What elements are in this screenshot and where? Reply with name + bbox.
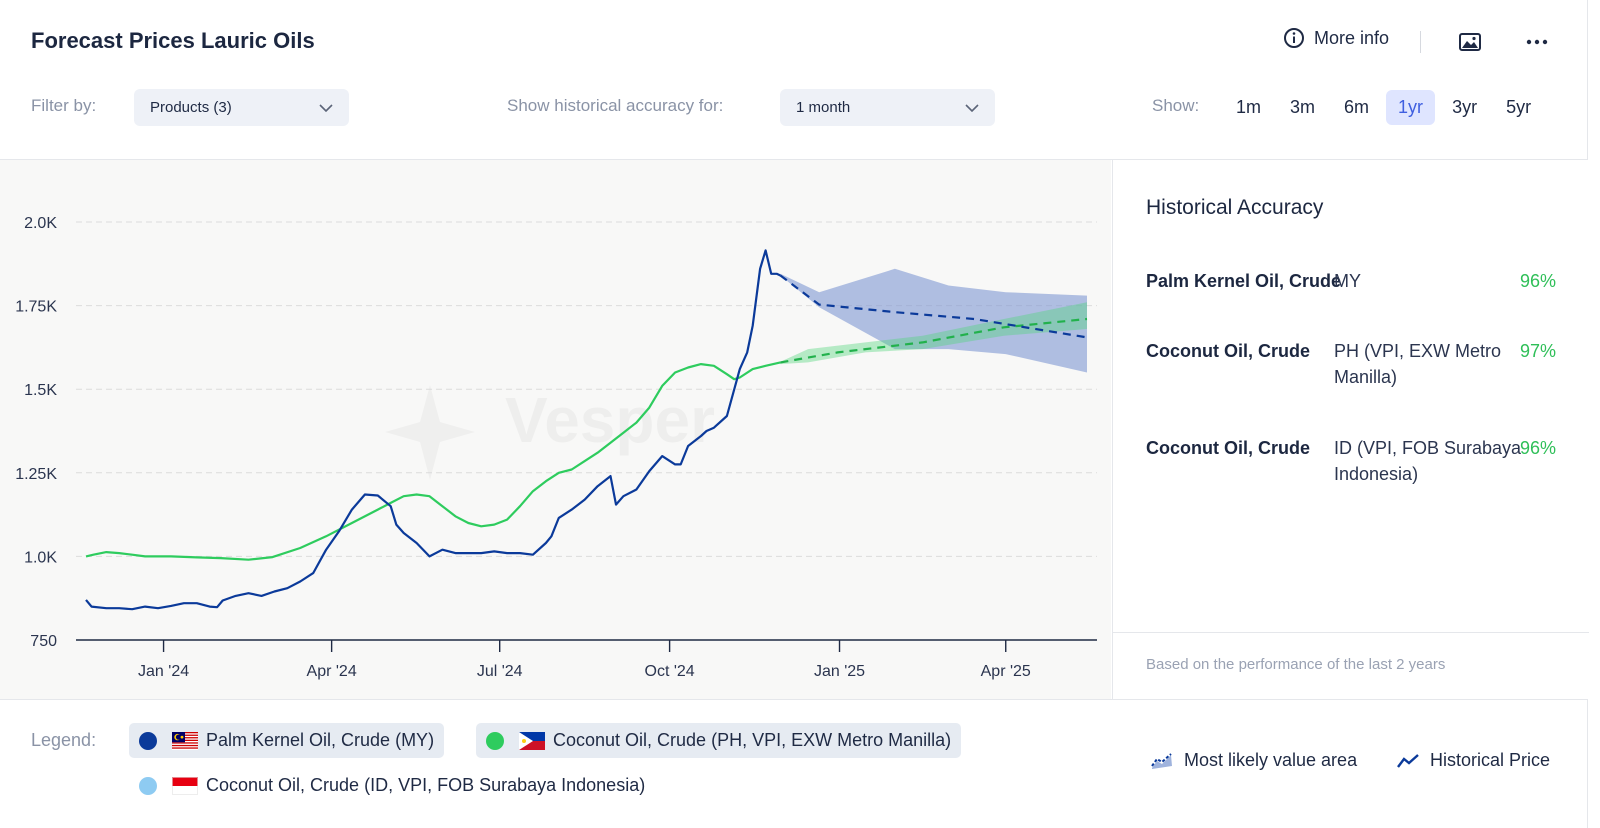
price-chart: Vesper 750 1.0K 1.25K 1.5K 1.75K 2.0K Jan '24 Ap… (15, 215, 1097, 680)
accuracy-label: Show historical accuracy for: (507, 96, 724, 115)
accuracy-region: PH (VPI, EXW Metro Manilla) (1334, 341, 1502, 387)
chevron-down-icon (965, 103, 979, 112)
series-color-dot (139, 776, 157, 795)
coconut-forecast-band (780, 302, 1087, 365)
y-tick-label: 2.0K (24, 215, 57, 232)
area-chart-icon (1151, 752, 1172, 769)
legend-item-palm-kernel-my[interactable]: Palm Kernel Oil, Crude (MY) (129, 723, 445, 758)
series-color-dot (139, 731, 157, 750)
coconut-historical-line (85, 361, 781, 561)
info-icon (1284, 28, 1304, 48)
y-tick-label: 1.5K (24, 382, 57, 399)
header-actions: More info (1187, 27, 1587, 57)
accuracy-product: Coconut Oil, Crude (1146, 438, 1310, 458)
header-divider (1420, 31, 1421, 53)
accuracy-value: 97% (1519, 341, 1556, 361)
legend-item-coconut-id[interactable]: Coconut Oil, Crude (ID, VPI, FOB Surabay… (129, 768, 655, 803)
x-tick-label: Jan '25 (814, 663, 865, 680)
more-options-button[interactable] (1522, 27, 1552, 57)
chevron-down-icon (319, 103, 333, 112)
x-tick-label: Oct '24 (645, 663, 695, 680)
accuracy-dropdown-value: 1 month (796, 99, 851, 116)
historical-price-key: Historical Price (1396, 750, 1550, 771)
chart-panel: Vesper 750 1.0K 1.25K 1.5K 1.75K 2.0K Jan '24 Ap… (0, 160, 1111, 699)
x-tick-label: Apr '24 (307, 663, 357, 680)
most-likely-label: Most likely value area (1184, 750, 1358, 770)
watermark-logo (385, 385, 475, 480)
range-button-3yr[interactable]: 3yr (1452, 97, 1478, 117)
x-tick-label: Apr '25 (981, 663, 1031, 680)
page-title: Forecast Prices Lauric Oils (31, 28, 315, 53)
legend-item-label: Palm Kernel Oil, Crude (MY) (206, 730, 435, 750)
more-info-label: More info (1314, 27, 1390, 48)
image-export-button[interactable] (1455, 27, 1485, 57)
accuracy-product: Coconut Oil, Crude (1146, 341, 1310, 361)
legend-item-label: Coconut Oil, Crude (ID, VPI, FOB Surabay… (206, 775, 646, 795)
accuracy-panel: Historical Accuracy Palm Kernel Oil, Cru… (1112, 160, 1589, 699)
palm-kernel-historical-line (85, 249, 781, 611)
time-range-selector: 1m 3m 6m 1yr 3yr 5yr (1219, 89, 1543, 126)
accuracy-panel-title: Historical Accuracy (1146, 196, 1324, 219)
palm-kernel-forecast-band (780, 268, 1087, 373)
range-button-6m[interactable]: 6m (1344, 97, 1370, 117)
header-divider-line (0, 159, 1588, 160)
accuracy-region: ID (VPI, FOB Surabaya Indonesia) (1334, 438, 1522, 484)
accuracy-product: Palm Kernel Oil, Crude (1146, 271, 1342, 291)
y-tick-label: 1.25K (15, 466, 57, 483)
y-tick-label: 1.0K (24, 549, 57, 566)
footnote-divider (1113, 632, 1589, 633)
accuracy-dropdown[interactable]: 1 month (780, 89, 995, 126)
legend-item-coconut-ph[interactable]: Coconut Oil, Crude (PH, VPI, EXW Metro M… (476, 723, 962, 758)
accuracy-footnote: Based on the performance of the last 2 y… (1146, 656, 1446, 673)
legend-item-label: Coconut Oil, Crude (PH, VPI, EXW Metro M… (553, 730, 952, 750)
legend-divider-line (0, 699, 1588, 700)
legend-label: Legend: (31, 730, 97, 750)
watermark-text: Vesper (505, 384, 715, 456)
more-info-button[interactable]: More info (1283, 27, 1389, 49)
series-color-dot (486, 731, 504, 750)
x-tick-label: Jan '24 (138, 663, 189, 680)
indonesia-flag-icon (172, 776, 198, 795)
image-icon (1459, 33, 1481, 51)
historical-price-label: Historical Price (1430, 750, 1551, 770)
palm-kernel-forecast-line (779, 274, 1088, 339)
range-button-1yr[interactable]: 1yr (1386, 90, 1436, 125)
filter-by-label: Filter by: (31, 96, 97, 115)
range-button-3m[interactable]: 3m (1290, 97, 1316, 117)
accuracy-value: 96% (1519, 271, 1556, 291)
line-chart-icon (1397, 753, 1419, 768)
range-button-5yr[interactable]: 5yr (1506, 97, 1532, 117)
most-likely-key: Most likely value area (1150, 750, 1357, 771)
coconut-forecast-line (780, 317, 1088, 364)
ellipsis-icon (1526, 39, 1548, 45)
y-tick-label: 1.75K (15, 299, 57, 316)
accuracy-region: MY (1334, 271, 1361, 291)
malaysia-flag-icon (172, 731, 198, 750)
accuracy-value: 96% (1519, 438, 1556, 458)
products-dropdown[interactable]: Products (3) (134, 89, 349, 126)
show-label: Show: (1152, 96, 1200, 115)
y-tick-label: 750 (30, 633, 57, 650)
x-tick-label: Jul '24 (477, 663, 523, 680)
products-dropdown-value: Products (3) (150, 99, 232, 116)
range-button-1m[interactable]: 1m (1236, 97, 1262, 117)
philippines-flag-icon (519, 731, 545, 750)
